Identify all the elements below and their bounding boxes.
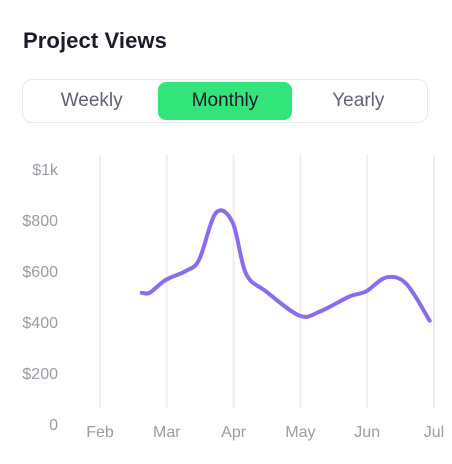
x-tick-label: Jun [354, 424, 380, 441]
y-tick-label: 0 [49, 417, 58, 434]
period-toggle: Weekly Monthly Yearly [22, 79, 428, 123]
x-tick-label: Apr [221, 424, 247, 441]
tab-yearly[interactable]: Yearly [332, 90, 385, 111]
x-tick-label: Feb [86, 424, 114, 441]
widget-title: Project Views [23, 28, 167, 53]
y-tick-label: $200 [22, 366, 58, 383]
x-tick-label: May [285, 424, 315, 441]
y-tick-label: $400 [22, 315, 58, 332]
tab-weekly[interactable]: Weekly [60, 90, 123, 111]
x-axis-ticks: Feb Mar Apr May Jun Jul [86, 424, 444, 441]
views-series-line [139, 208, 432, 323]
y-tick-label: $1k [32, 162, 59, 179]
y-axis-ticks: $1k $800 $600 $400 $200 0 [22, 162, 59, 434]
x-tick-label: Mar [153, 424, 181, 441]
project-views-chart: $1k $800 $600 $400 $200 0 Feb Mar Apr May Jun Jul [22, 155, 444, 441]
x-tick-label: Jul [424, 424, 444, 441]
y-tick-label: $600 [22, 264, 58, 281]
y-tick-label: $800 [22, 213, 58, 230]
tab-monthly[interactable]: Monthly [158, 82, 292, 120]
grid-lines [99, 155, 435, 408]
